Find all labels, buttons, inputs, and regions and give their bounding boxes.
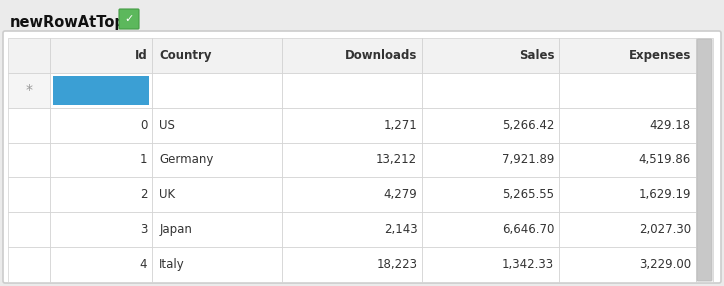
Bar (559, 73, 696, 108)
Text: ✓: ✓ (125, 14, 134, 24)
Bar (53, 76, 149, 105)
Bar (559, 247, 696, 282)
Bar (50, 38, 152, 73)
Text: Expenses: Expenses (628, 49, 691, 62)
FancyBboxPatch shape (697, 39, 712, 281)
Text: Italy: Italy (159, 258, 185, 271)
Bar (282, 143, 422, 177)
Bar (152, 38, 282, 73)
Text: Country: Country (159, 49, 211, 62)
Bar (50, 247, 152, 282)
Text: 1: 1 (140, 154, 147, 166)
Text: 1,629.19: 1,629.19 (639, 188, 691, 201)
Bar (8, 212, 50, 247)
Text: 3,229.00: 3,229.00 (639, 258, 691, 271)
Bar (8, 108, 50, 143)
Bar (282, 108, 422, 143)
Text: Downloads: Downloads (345, 49, 417, 62)
Text: 2,027.30: 2,027.30 (639, 223, 691, 236)
Bar (152, 177, 282, 212)
Bar (50, 212, 152, 247)
Bar (282, 212, 422, 247)
Text: 0: 0 (140, 119, 147, 132)
Bar (422, 108, 559, 143)
Text: 3: 3 (140, 223, 147, 236)
Bar (8, 73, 50, 108)
Bar (8, 247, 50, 282)
Bar (8, 143, 50, 177)
Text: newRowAtTop: newRowAtTop (10, 15, 126, 29)
Text: 2,143: 2,143 (384, 223, 417, 236)
Text: 1,271: 1,271 (384, 119, 417, 132)
FancyBboxPatch shape (119, 9, 139, 29)
Bar (559, 143, 696, 177)
Bar (50, 108, 152, 143)
Bar (50, 73, 152, 108)
Text: 429.18: 429.18 (650, 119, 691, 132)
Bar (422, 177, 559, 212)
Bar (282, 177, 422, 212)
Bar (152, 143, 282, 177)
Text: Id: Id (135, 49, 147, 62)
Bar (8, 177, 50, 212)
Bar (559, 38, 696, 73)
Text: 5,265.55: 5,265.55 (502, 188, 554, 201)
Text: US: US (159, 119, 175, 132)
Bar (559, 108, 696, 143)
Bar (50, 177, 152, 212)
Text: 2: 2 (140, 188, 147, 201)
Text: 1,342.33: 1,342.33 (502, 258, 554, 271)
Bar (282, 73, 422, 108)
Bar (559, 212, 696, 247)
FancyBboxPatch shape (3, 31, 721, 283)
Bar (8, 38, 50, 73)
Bar (422, 212, 559, 247)
Text: Sales: Sales (518, 49, 554, 62)
Text: Germany: Germany (159, 154, 214, 166)
Bar (559, 177, 696, 212)
Bar (152, 108, 282, 143)
Bar (50, 143, 152, 177)
Text: 5,266.42: 5,266.42 (502, 119, 554, 132)
Text: 4: 4 (140, 258, 147, 271)
Text: 6,646.70: 6,646.70 (502, 223, 554, 236)
Bar (422, 73, 559, 108)
Text: 4,519.86: 4,519.86 (639, 154, 691, 166)
Bar (422, 38, 559, 73)
Text: *: * (25, 83, 33, 97)
Text: 4,279: 4,279 (384, 188, 417, 201)
Text: 18,223: 18,223 (376, 258, 417, 271)
Text: 13,212: 13,212 (376, 154, 417, 166)
Bar (422, 247, 559, 282)
Bar (422, 143, 559, 177)
Bar (152, 73, 282, 108)
Bar (282, 38, 422, 73)
Bar (152, 247, 282, 282)
Text: Japan: Japan (159, 223, 192, 236)
Bar (282, 247, 422, 282)
Bar (152, 212, 282, 247)
Bar (696, 38, 713, 282)
Text: UK: UK (159, 188, 175, 201)
Text: 7,921.89: 7,921.89 (502, 154, 554, 166)
